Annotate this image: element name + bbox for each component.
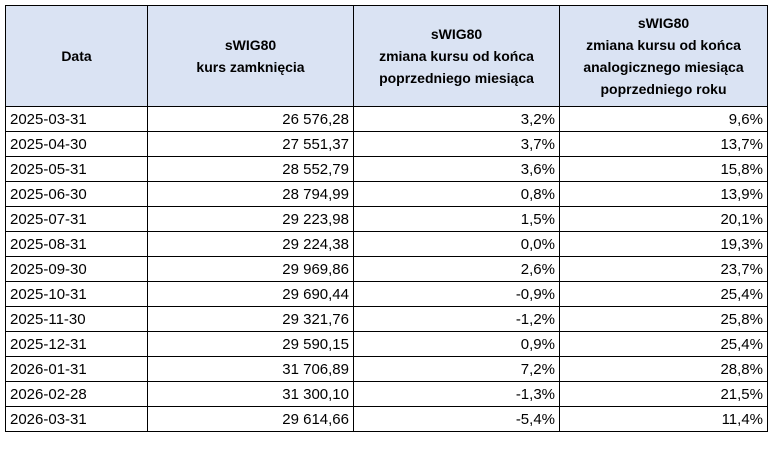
table-row: 2025-05-31 28 552,79 3,6% 15,8% [5,156,768,182]
cell-mom-change: 3,7% [353,131,560,157]
cell-mom-change: -0,9% [353,281,560,307]
cell-mom-change: 3,6% [353,156,560,182]
cell-mom-change: -1,3% [353,381,560,407]
swig80-table-container: Data sWIG80 kurs zamknięcia sWIG80 zmiana ku… [5,5,768,432]
header-line: Data [61,48,92,64]
cell-date: 2025-06-30 [5,181,148,207]
cell-date: 2026-02-28 [5,381,148,407]
cell-date: 2025-08-31 [5,231,148,257]
header-line: kurs zamknięcia [196,59,305,75]
cell-close: 29 224,38 [147,231,354,257]
header-date: Data [5,5,148,107]
table-row: 2025-06-30 28 794,99 0,8% 13,9% [5,181,768,207]
cell-close: 31 706,89 [147,356,354,382]
cell-yoy-change: 23,7% [559,256,768,282]
cell-mom-change: -5,4% [353,406,560,432]
table-row: 2026-01-31 31 706,89 7,2% 28,8% [5,356,768,382]
cell-mom-change: 1,5% [353,206,560,232]
cell-close: 26 576,28 [147,106,354,132]
cell-yoy-change: 25,4% [559,281,768,307]
header-close: sWIG80 kurs zamknięcia [147,5,354,107]
cell-close: 29 690,44 [147,281,354,307]
table-row: 2025-12-31 29 590,15 0,9% 25,4% [5,331,768,357]
cell-date: 2025-09-30 [5,256,148,282]
table-row: 2025-08-31 29 224,38 0,0% 19,3% [5,231,768,257]
cell-mom-change: -1,2% [353,306,560,332]
cell-yoy-change: 20,1% [559,206,768,232]
header-line: analogicznego miesiąca [583,59,744,75]
table-row: 2026-03-31 29 614,66 -5,4% 11,4% [5,406,768,432]
swig80-table: Data sWIG80 kurs zamknięcia sWIG80 zmiana ku… [5,5,768,432]
cell-yoy-change: 25,4% [559,331,768,357]
cell-close: 27 551,37 [147,131,354,157]
header-line: poprzedniego roku [600,81,727,97]
header-line: sWIG80 [430,26,483,42]
header-yoy-change: sWIG80 zmiana kursu od końca analogicznego… [559,5,768,107]
table-body: 2025-03-31 26 576,28 3,2% 9,6% 2025-04-30 27 … [5,106,768,432]
cell-close: 29 969,86 [147,256,354,282]
header-line: zmiana kursu od końca [586,37,741,53]
header-line: sWIG80 [224,37,277,53]
table-row: 2025-03-31 26 576,28 3,2% 9,6% [5,106,768,132]
table-row: 2025-10-31 29 690,44 -0,9% 25,4% [5,281,768,307]
header-mom-change: sWIG80 zmiana kursu od końca poprzedniego … [353,5,560,107]
cell-yoy-change: 9,6% [559,106,768,132]
table-header: Data sWIG80 kurs zamknięcia sWIG80 zmiana ku… [5,5,768,107]
table-row: 2025-09-30 29 969,86 2,6% 23,7% [5,256,768,282]
table-row: 2026-02-28 31 300,10 -1,3% 21,5% [5,381,768,407]
cell-close: 29 590,15 [147,331,354,357]
cell-mom-change: 2,6% [353,256,560,282]
cell-mom-change: 0,0% [353,231,560,257]
cell-close: 31 300,10 [147,381,354,407]
cell-close: 29 321,76 [147,306,354,332]
cell-yoy-change: 13,9% [559,181,768,207]
cell-yoy-change: 11,4% [559,406,768,432]
cell-yoy-change: 19,3% [559,231,768,257]
cell-date: 2025-03-31 [5,106,148,132]
table-row: 2025-04-30 27 551,37 3,7% 13,7% [5,131,768,157]
header-line: zmiana kursu od końca [379,48,534,64]
table-row: 2025-07-31 29 223,98 1,5% 20,1% [5,206,768,232]
header-row: Data sWIG80 kurs zamknięcia sWIG80 zmiana ku… [5,5,768,107]
cell-mom-change: 7,2% [353,356,560,382]
table-row: 2025-11-30 29 321,76 -1,2% 25,8% [5,306,768,332]
cell-mom-change: 3,2% [353,106,560,132]
cell-yoy-change: 21,5% [559,381,768,407]
cell-mom-change: 0,8% [353,181,560,207]
cell-date: 2025-05-31 [5,156,148,182]
cell-close: 29 223,98 [147,206,354,232]
cell-mom-change: 0,9% [353,331,560,357]
cell-yoy-change: 15,8% [559,156,768,182]
cell-yoy-change: 28,8% [559,356,768,382]
cell-date: 2025-10-31 [5,281,148,307]
header-line: sWIG80 [637,15,690,31]
cell-date: 2025-11-30 [5,306,148,332]
cell-close: 28 794,99 [147,181,354,207]
cell-date: 2026-01-31 [5,356,148,382]
cell-date: 2025-12-31 [5,331,148,357]
cell-date: 2025-04-30 [5,131,148,157]
cell-date: 2025-07-31 [5,206,148,232]
cell-close: 28 552,79 [147,156,354,182]
header-line: poprzedniego miesiąca [379,70,534,86]
cell-date: 2026-03-31 [5,406,148,432]
cell-yoy-change: 13,7% [559,131,768,157]
cell-yoy-change: 25,8% [559,306,768,332]
cell-close: 29 614,66 [147,406,354,432]
